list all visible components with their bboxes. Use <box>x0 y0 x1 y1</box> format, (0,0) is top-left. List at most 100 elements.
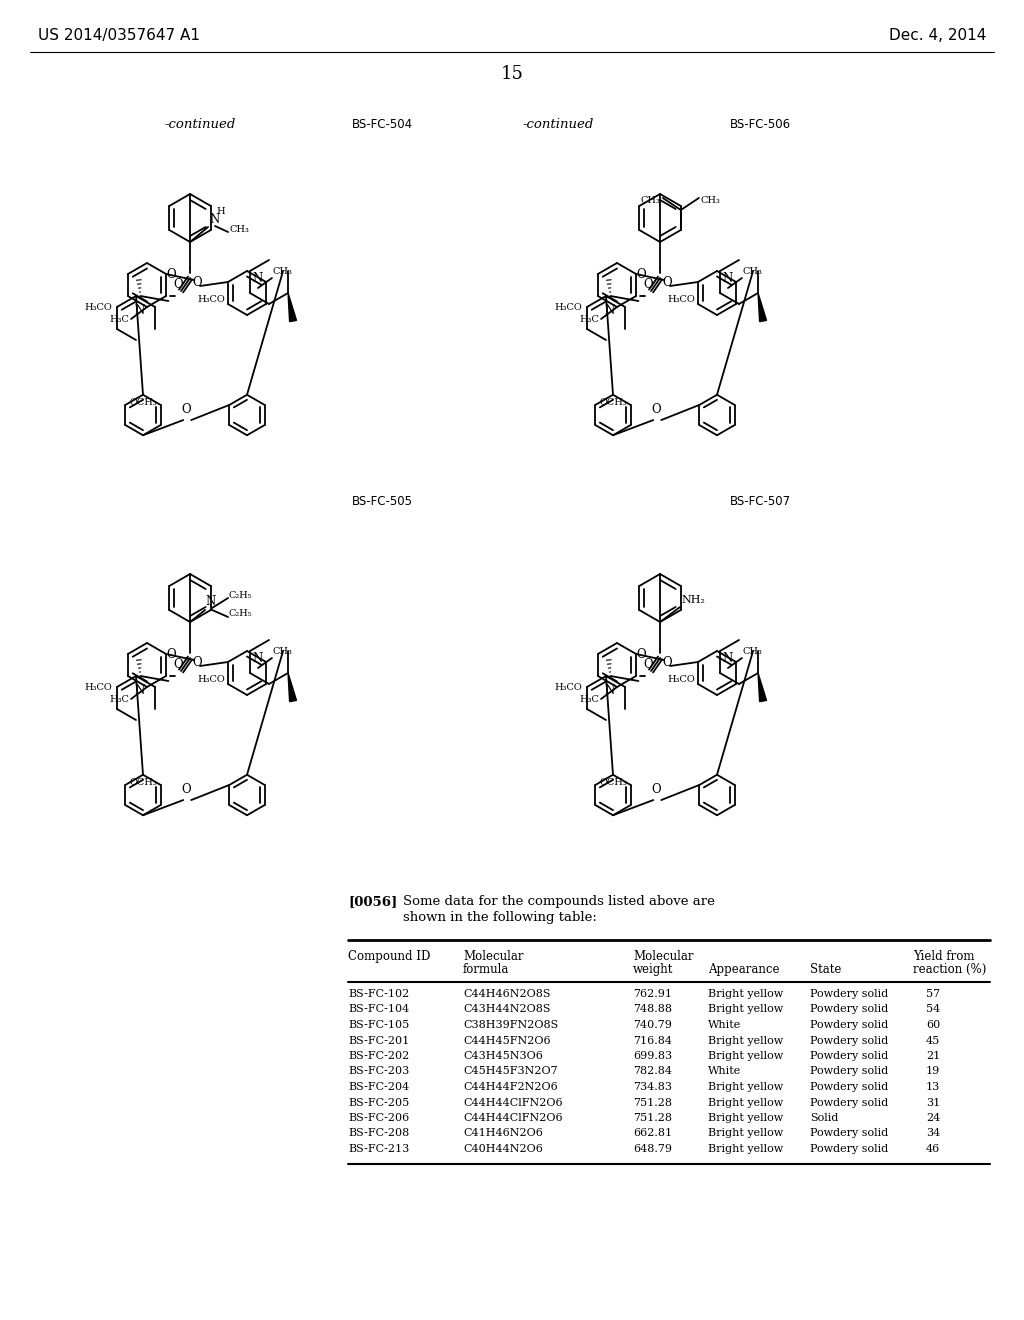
Text: N: N <box>135 304 145 317</box>
Text: O: O <box>663 276 672 289</box>
Text: Molecular: Molecular <box>463 950 523 964</box>
Text: C41H46N2O6: C41H46N2O6 <box>463 1129 543 1138</box>
Text: O: O <box>651 783 662 796</box>
Text: 21: 21 <box>926 1051 940 1061</box>
Text: CH₃: CH₃ <box>743 647 763 656</box>
Text: BS-FC-202: BS-FC-202 <box>348 1051 410 1061</box>
Text: O: O <box>643 279 653 290</box>
Text: 24: 24 <box>926 1113 940 1123</box>
Text: 46: 46 <box>926 1144 940 1154</box>
Text: H₃CO: H₃CO <box>198 294 225 304</box>
Text: OCH₃: OCH₃ <box>129 777 157 787</box>
Text: Powdery solid: Powdery solid <box>810 1144 888 1154</box>
Text: BS-FC-104: BS-FC-104 <box>348 1005 410 1015</box>
Text: 716.84: 716.84 <box>633 1035 672 1045</box>
Text: 748.88: 748.88 <box>633 1005 672 1015</box>
Text: 762.91: 762.91 <box>633 989 672 999</box>
Text: 19: 19 <box>926 1067 940 1077</box>
Text: N: N <box>252 272 262 285</box>
Text: H₃CO: H₃CO <box>198 675 225 684</box>
Text: Molecular: Molecular <box>633 950 693 964</box>
Text: Bright yellow: Bright yellow <box>708 1113 783 1123</box>
Text: US 2014/0357647 A1: US 2014/0357647 A1 <box>38 28 200 44</box>
Text: 60: 60 <box>926 1020 940 1030</box>
Text: O: O <box>637 268 646 281</box>
Text: H₃C: H₃C <box>110 696 129 705</box>
Text: H₃C: H₃C <box>580 315 599 325</box>
Text: BS-FC-203: BS-FC-203 <box>348 1067 410 1077</box>
Text: C44H45FN2O6: C44H45FN2O6 <box>463 1035 551 1045</box>
Text: BS-FC-507: BS-FC-507 <box>730 495 792 508</box>
Text: BS-FC-506: BS-FC-506 <box>730 117 792 131</box>
Text: N: N <box>722 272 732 285</box>
Text: CH₃: CH₃ <box>273 647 293 656</box>
Text: BS-FC-213: BS-FC-213 <box>348 1144 410 1154</box>
Text: BS-FC-102: BS-FC-102 <box>348 989 410 999</box>
Text: H₃C: H₃C <box>110 315 129 325</box>
Text: Bright yellow: Bright yellow <box>708 1144 783 1154</box>
Text: Powdery solid: Powdery solid <box>810 1035 888 1045</box>
Text: Bright yellow: Bright yellow <box>708 1035 783 1045</box>
Text: Powdery solid: Powdery solid <box>810 1020 888 1030</box>
Text: H₃CO: H₃CO <box>554 302 582 312</box>
Text: Bright yellow: Bright yellow <box>708 1005 783 1015</box>
Text: CH₃: CH₃ <box>743 267 763 276</box>
Text: O: O <box>181 403 191 416</box>
Text: C₂H₅: C₂H₅ <box>228 610 252 619</box>
Text: BS-FC-505: BS-FC-505 <box>352 495 413 508</box>
Text: C44H44ClFN2O6: C44H44ClFN2O6 <box>463 1113 562 1123</box>
Text: C45H45F3N2O7: C45H45F3N2O7 <box>463 1067 558 1077</box>
Text: O: O <box>167 268 176 281</box>
Text: O: O <box>193 656 202 669</box>
Text: OCH₃: OCH₃ <box>599 777 627 787</box>
Text: BS-FC-504: BS-FC-504 <box>352 117 413 131</box>
Text: N: N <box>722 652 732 665</box>
Text: BS-FC-105: BS-FC-105 <box>348 1020 410 1030</box>
Text: 740.79: 740.79 <box>633 1020 672 1030</box>
Text: Bright yellow: Bright yellow <box>708 1129 783 1138</box>
Polygon shape <box>758 293 767 322</box>
Text: C44H44ClFN2O6: C44H44ClFN2O6 <box>463 1097 562 1107</box>
Text: Appearance: Appearance <box>708 964 779 975</box>
Text: CH₃: CH₃ <box>700 195 721 205</box>
Text: Dec. 4, 2014: Dec. 4, 2014 <box>889 28 986 44</box>
Text: Solid: Solid <box>810 1113 839 1123</box>
Text: O: O <box>167 648 176 660</box>
Text: Bright yellow: Bright yellow <box>708 989 783 999</box>
Text: Yield from: Yield from <box>913 950 975 964</box>
Text: 662.81: 662.81 <box>633 1129 672 1138</box>
Text: [0056]: [0056] <box>348 895 397 908</box>
Text: N: N <box>252 652 262 665</box>
Text: H₃CO: H₃CO <box>84 302 112 312</box>
Text: O: O <box>637 648 646 660</box>
Text: BS-FC-204: BS-FC-204 <box>348 1082 410 1092</box>
Text: C40H44N2O6: C40H44N2O6 <box>463 1144 543 1154</box>
Text: N: N <box>135 684 145 697</box>
Text: C43H45N3O6: C43H45N3O6 <box>463 1051 543 1061</box>
Text: OCH₃: OCH₃ <box>129 397 157 407</box>
Text: State: State <box>810 964 842 975</box>
Text: 751.28: 751.28 <box>633 1097 672 1107</box>
Text: C43H44N2O8S: C43H44N2O8S <box>463 1005 551 1015</box>
Text: H₃CO: H₃CO <box>668 294 695 304</box>
Text: BS-FC-206: BS-FC-206 <box>348 1113 410 1123</box>
Text: White: White <box>708 1067 741 1077</box>
Text: 54: 54 <box>926 1005 940 1015</box>
Text: N: N <box>209 213 219 226</box>
Text: C38H39FN2O8S: C38H39FN2O8S <box>463 1020 558 1030</box>
Text: O: O <box>173 657 183 671</box>
Text: CH₃: CH₃ <box>229 226 249 235</box>
Text: O: O <box>643 657 653 671</box>
Text: Powdery solid: Powdery solid <box>810 989 888 999</box>
Text: 751.28: 751.28 <box>633 1113 672 1123</box>
Text: 782.84: 782.84 <box>633 1067 672 1077</box>
Text: -continued: -continued <box>522 117 594 131</box>
Text: NH₂: NH₂ <box>681 595 705 605</box>
Text: O: O <box>173 279 183 290</box>
Text: Compound ID: Compound ID <box>348 950 430 964</box>
Text: 45: 45 <box>926 1035 940 1045</box>
Text: 15: 15 <box>501 65 523 83</box>
Text: Bright yellow: Bright yellow <box>708 1082 783 1092</box>
Text: shown in the following table:: shown in the following table: <box>403 911 597 924</box>
Text: O: O <box>181 783 191 796</box>
